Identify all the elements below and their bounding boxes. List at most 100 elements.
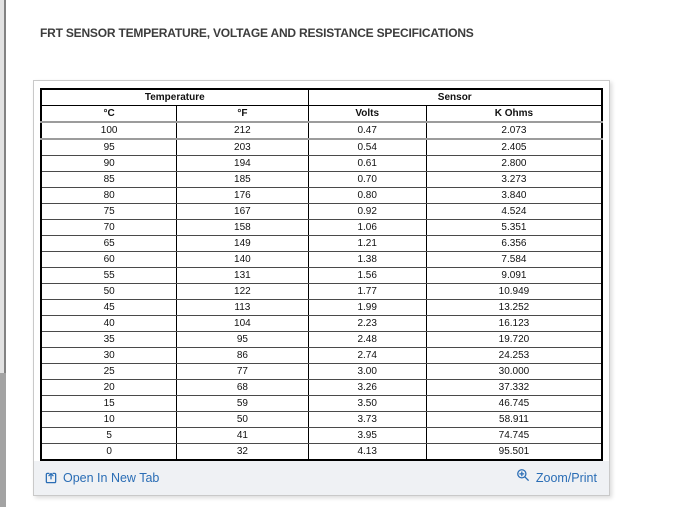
table-cell: 194	[176, 155, 309, 172]
table-cell: 35	[40, 331, 178, 348]
table-cell: 1.99	[307, 299, 427, 316]
table-cell: 5	[40, 427, 178, 444]
table-cell: 176	[176, 187, 309, 204]
table-cell: 10	[40, 411, 178, 428]
scrollbar-thumb[interactable]	[0, 373, 6, 507]
group-header-temperature: Temperature	[40, 89, 309, 106]
table-cell: 30.000	[425, 363, 603, 380]
group-header-sensor: Sensor	[307, 89, 603, 106]
table-cell: 0.61	[307, 155, 427, 172]
table-cell: 2.23	[307, 315, 427, 332]
table-row: 90 194 0.61 2.800	[40, 155, 603, 172]
column-header-celsius: °C	[40, 105, 178, 123]
zoom-magnifier-plus-icon	[516, 468, 531, 488]
page-title: FRT SENSOR TEMPERATURE, VOLTAGE AND RESI…	[40, 26, 474, 40]
table-cell: 131	[176, 267, 309, 284]
table-cell: 0	[40, 443, 178, 460]
table-cell: 0.47	[307, 122, 427, 140]
table-row: 95 203 0.54 2.405	[40, 139, 603, 156]
table-cell: 60	[40, 251, 178, 268]
table-cell: 58.911	[425, 411, 603, 428]
table-cell: 25	[40, 363, 178, 380]
table-cell: 45	[40, 299, 178, 316]
table-cell: 6.356	[425, 235, 603, 252]
table-cell: 1.38	[307, 251, 427, 268]
table-cell: 167	[176, 203, 309, 220]
table-row: 65 149 1.21 6.356	[40, 235, 603, 252]
table-group-header-row: Temperature Sensor	[40, 89, 603, 106]
table-row: 45 113 1.99 13.252	[40, 299, 603, 316]
table-cell: 50	[40, 283, 178, 300]
table-cell: 0.92	[307, 203, 427, 220]
table-cell: 4.13	[307, 443, 427, 460]
table-cell: 1.21	[307, 235, 427, 252]
table-cell: 15	[40, 395, 178, 412]
table-row: 50 122 1.77 10.949	[40, 283, 603, 300]
table-row: 5 41 3.95 74.745	[40, 427, 603, 444]
table-cell: 1.77	[307, 283, 427, 300]
table-cell: 55	[40, 267, 178, 284]
table-cell: 4.524	[425, 203, 603, 220]
table-cell: 13.252	[425, 299, 603, 316]
table-cell: 46.745	[425, 395, 603, 412]
table-cell: 85	[40, 171, 178, 188]
table-cell: 3.73	[307, 411, 427, 428]
table-cell: 2.073	[425, 122, 603, 140]
table-row: 75 167 0.92 4.524	[40, 203, 603, 220]
table-cell: 16.123	[425, 315, 603, 332]
table-cell: 212	[176, 122, 309, 140]
table-cell: 203	[176, 139, 309, 156]
table-row: 30 86 2.74 24.253	[40, 347, 603, 364]
table-cell: 86	[176, 347, 309, 364]
table-cell: 100	[40, 122, 178, 140]
open-in-new-tab-icon	[44, 471, 58, 485]
table-cell: 77	[176, 363, 309, 380]
table-row: 85 185 0.70 3.273	[40, 171, 603, 188]
table-cell: 59	[176, 395, 309, 412]
table-cell: 20	[40, 379, 178, 396]
column-header-volts: Volts	[307, 105, 427, 123]
table-cell: 68	[176, 379, 309, 396]
table-cell: 37.332	[425, 379, 603, 396]
table-cell: 2.800	[425, 155, 603, 172]
table-cell: 3.00	[307, 363, 427, 380]
table-row: 80 176 0.80 3.840	[40, 187, 603, 204]
table-cell: 3.95	[307, 427, 427, 444]
table-cell: 2.48	[307, 331, 427, 348]
table-row: 0 32 4.13 95.501	[40, 443, 603, 460]
table-cell: 95.501	[425, 443, 603, 460]
table-cell: 95	[40, 139, 178, 156]
column-header-fahrenheit: °F	[176, 105, 309, 123]
table-cell: 113	[176, 299, 309, 316]
table-cell: 149	[176, 235, 309, 252]
table-cell: 95	[176, 331, 309, 348]
vertical-scrollbar[interactable]	[0, 0, 6, 507]
table-cell: 9.091	[425, 267, 603, 284]
zoom-print-link[interactable]: Zoom/Print	[516, 468, 597, 488]
page-content: FRT SENSOR TEMPERATURE, VOLTAGE AND RESI…	[8, 0, 678, 507]
spec-table-card: Temperature Sensor °C °F Volts K Ohms 10…	[33, 80, 610, 496]
table-cell: 3.273	[425, 171, 603, 188]
table-cell: 50	[176, 411, 309, 428]
table-footer-bar: Open In New Tab Zoom/Print	[34, 461, 609, 495]
table-row: 100 212 0.47 2.073	[40, 122, 603, 140]
table-column-header-row: °C °F Volts K Ohms	[40, 105, 603, 123]
table-cell: 65	[40, 235, 178, 252]
table-row: 25 77 3.00 30.000	[40, 363, 603, 380]
spec-table: Temperature Sensor °C °F Volts K Ohms 10…	[40, 88, 603, 461]
table-cell: 70	[40, 219, 178, 236]
table-cell: 2.74	[307, 347, 427, 364]
table-cell: 3.50	[307, 395, 427, 412]
table-cell: 185	[176, 171, 309, 188]
table-row: 15 59 3.50 46.745	[40, 395, 603, 412]
table-cell: 1.06	[307, 219, 427, 236]
table-cell: 10.949	[425, 283, 603, 300]
table-cell: 32	[176, 443, 309, 460]
table-cell: 104	[176, 315, 309, 332]
table-row: 60 140 1.38 7.584	[40, 251, 603, 268]
table-cell: 0.54	[307, 139, 427, 156]
table-cell: 24.253	[425, 347, 603, 364]
table-row: 70 158 1.06 5.351	[40, 219, 603, 236]
open-in-new-tab-link[interactable]: Open In New Tab	[44, 471, 159, 485]
table-row: 35 95 2.48 19.720	[40, 331, 603, 348]
